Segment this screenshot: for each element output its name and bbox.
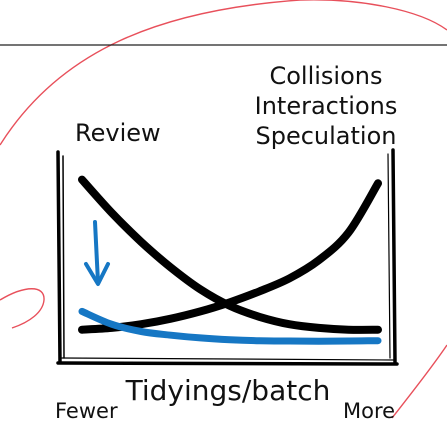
axis-bottom — [56, 361, 399, 366]
series-review-line — [78, 175, 382, 334]
series-label-interactions: Interactions — [255, 92, 398, 120]
axis-right — [391, 148, 397, 364]
decor-arc-left — [0, 288, 45, 329]
series-label-speculation: Speculation — [256, 122, 397, 150]
down-arrow-icon — [84, 220, 110, 286]
decor-arc-top — [0, 0, 447, 146]
x-axis-low-label: Fewer — [55, 399, 118, 423]
axis-left-inner — [62, 155, 65, 359]
series-label-review: Review — [75, 119, 161, 147]
series-collisions-line — [78, 179, 382, 334]
decor-arc-right — [391, 344, 447, 419]
axis-right-inner — [387, 153, 391, 359]
series-blue-line — [78, 307, 382, 345]
axis-bottom-inner — [61, 357, 396, 361]
series-label-collisions: Collisions — [269, 62, 382, 90]
axis-left — [56, 150, 62, 364]
x-axis-high-label: More — [343, 399, 395, 423]
x-axis-title: Tidyings/batch — [125, 374, 331, 407]
